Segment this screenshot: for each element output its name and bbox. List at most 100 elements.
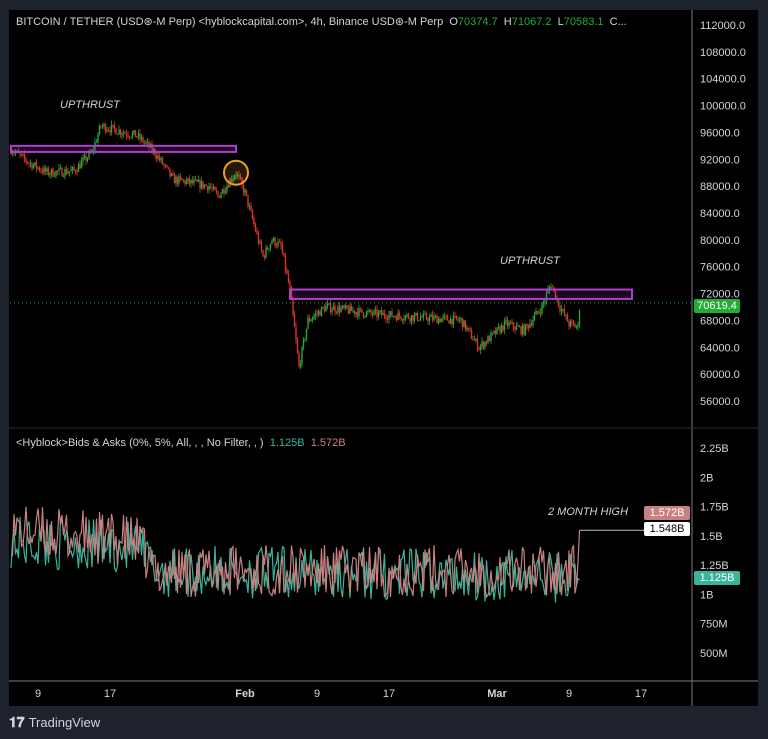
candle-body	[308, 317, 311, 322]
candle-body	[371, 313, 374, 315]
candle-body	[320, 307, 323, 316]
brand-label: TradingView	[28, 715, 101, 730]
candle-body	[67, 172, 69, 174]
candle-body	[488, 336, 491, 342]
candle-body	[145, 142, 147, 144]
candle-body	[412, 315, 414, 321]
candle-body	[515, 325, 518, 330]
candle-body	[44, 167, 47, 172]
candle-body	[413, 315, 416, 321]
candle-body	[31, 162, 33, 169]
last-price-tag: 70619.4	[694, 299, 740, 313]
candle-body	[301, 347, 303, 365]
asks-tag: 1.572B	[644, 506, 690, 520]
candle-body	[509, 322, 512, 324]
low-value: 70583.1	[563, 16, 604, 28]
candle-body	[392, 316, 395, 318]
candle-body	[119, 129, 122, 135]
candle-body	[575, 326, 578, 328]
candle-body	[452, 315, 455, 325]
candle-body	[250, 205, 252, 211]
candle-body	[449, 318, 452, 324]
candle-body	[356, 312, 359, 317]
candle-body	[346, 305, 348, 309]
candle-body	[353, 310, 356, 314]
candle-body	[497, 326, 500, 328]
candle-body	[80, 161, 83, 169]
candle-body	[376, 309, 378, 317]
candle-body	[491, 332, 494, 334]
candle-body	[19, 152, 21, 155]
candle-body	[223, 189, 225, 194]
candle-body	[68, 171, 71, 173]
candle-body	[385, 316, 387, 320]
price-tick: 100000.0	[700, 101, 746, 113]
candle-body	[52, 168, 54, 177]
candle-body	[526, 324, 528, 326]
upthrust-label-1: UPTHRUST	[60, 99, 120, 111]
candle-body	[92, 149, 95, 151]
candle-body	[466, 327, 468, 330]
candle-body	[146, 141, 149, 143]
time-tick: 9	[314, 688, 320, 700]
candle-body	[451, 318, 453, 325]
candle-body	[29, 162, 32, 164]
candle-body	[325, 305, 327, 312]
candle-body	[553, 287, 555, 290]
price-tick: 104000.0	[700, 74, 746, 86]
candle-body	[41, 170, 44, 173]
candle-body	[499, 326, 501, 333]
candle-body	[157, 155, 159, 159]
candle-body	[262, 250, 264, 256]
candle-body	[335, 311, 338, 313]
candle-body	[359, 308, 362, 310]
candle-body	[361, 308, 363, 313]
two-month-high-label: 2 MONTH HIGH	[548, 506, 629, 518]
candle-body	[571, 320, 573, 323]
candle-body	[559, 305, 561, 312]
candle-body	[503, 320, 506, 331]
candle-body	[104, 124, 107, 132]
candle-body	[461, 318, 464, 328]
candle-body	[329, 303, 332, 313]
candle-body	[194, 179, 197, 181]
candle-body	[163, 164, 165, 166]
candle-body	[13, 153, 15, 154]
candle-body	[401, 319, 404, 321]
price-tick: 60000.0	[700, 369, 740, 381]
bids-tag: 1.125B	[694, 571, 740, 585]
candle-body	[445, 315, 447, 317]
candle-body	[577, 324, 579, 327]
candle-body	[185, 180, 188, 185]
candle-body	[46, 168, 48, 172]
candle-body	[487, 336, 489, 344]
candle-body	[70, 169, 72, 172]
candle-body	[278, 241, 281, 243]
candle-body	[212, 186, 215, 189]
candle-body	[295, 327, 297, 340]
candle-body	[38, 167, 41, 171]
candle-body	[370, 310, 372, 314]
candle-body	[298, 352, 300, 367]
candle-body	[532, 319, 534, 326]
candle-body	[310, 319, 312, 322]
candle-body	[400, 316, 402, 320]
candle-body	[454, 315, 456, 317]
candle-body	[260, 241, 263, 251]
candle-body	[508, 322, 510, 326]
candle-body	[79, 164, 81, 169]
candle-body	[160, 158, 162, 160]
bids-value: 1.125B	[269, 437, 305, 449]
candle-body	[32, 165, 35, 169]
tradingview-brand[interactable]: 𝟏𝟕 TradingView	[9, 714, 100, 731]
candle-body	[251, 210, 254, 219]
candle-body	[404, 315, 407, 320]
candle-body	[469, 328, 471, 331]
candle-body	[106, 130, 108, 132]
candle-body	[521, 325, 524, 334]
candle-body	[307, 317, 309, 329]
candle-body	[64, 169, 66, 177]
candle-body	[496, 327, 498, 335]
candle-body	[467, 327, 470, 329]
